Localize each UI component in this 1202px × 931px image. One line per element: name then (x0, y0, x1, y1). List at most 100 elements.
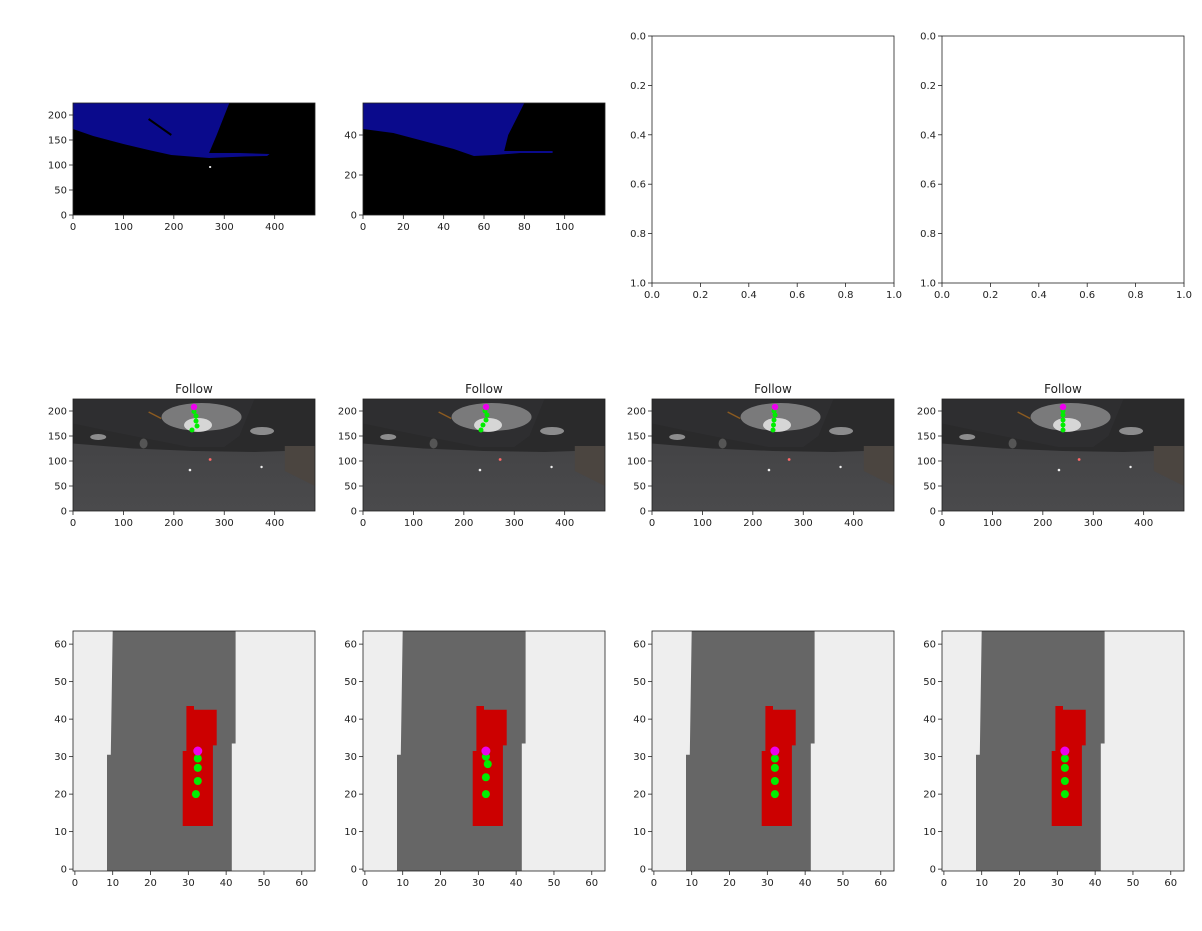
waypoint (484, 412, 490, 418)
camera-reflection (380, 434, 397, 440)
waypoint (481, 773, 490, 782)
x-tick-label: 60 (874, 878, 887, 889)
x-tick-label: 20 (397, 222, 410, 233)
x-tick-label: 0.6 (1079, 290, 1095, 301)
waypoint (1060, 422, 1066, 428)
y-tick-label: 10 (923, 827, 936, 838)
camera-street-light (188, 468, 192, 472)
y-tick-label: 20 (633, 790, 646, 801)
camera-pedestrian (429, 438, 438, 449)
current-point (770, 746, 780, 756)
panel-content (942, 631, 1184, 871)
waypoint (770, 763, 779, 772)
x-tick-label: 0.4 (1031, 290, 1047, 301)
x-tick-label: 10 (685, 878, 698, 889)
waypoint (771, 417, 777, 423)
y-tick-label: 40 (54, 715, 67, 726)
y-tick-label: 100 (48, 161, 67, 172)
x-tick-label: 100 (555, 222, 574, 233)
y-tick-label: 0.8 (630, 229, 646, 240)
camera-red-light (787, 458, 791, 461)
waypoint (1060, 427, 1066, 433)
x-tick-label: 20 (723, 878, 736, 889)
camera-reflection (1119, 427, 1144, 435)
y-tick-label: 50 (344, 482, 357, 493)
y-tick-label: 200 (917, 407, 936, 418)
waypoint (193, 413, 199, 419)
y-tick-label: 0.0 (630, 32, 646, 43)
x-tick-label: 20 (434, 878, 447, 889)
y-tick-label: 150 (338, 432, 357, 443)
y-tick-label: 0.6 (920, 180, 936, 191)
waypoint (193, 777, 202, 785)
y-tick-label: 100 (338, 457, 357, 468)
y-tick-label: 10 (344, 827, 357, 838)
x-tick-label: 40 (799, 878, 812, 889)
x-tick-label: 100 (693, 518, 712, 529)
x-tick-label: 200 (164, 518, 183, 529)
panel-camera_1: 0 100 200 300 400 0 50 100 150 200 Follow (48, 382, 316, 529)
x-tick-label: 0 (649, 518, 655, 529)
axes-frame (72, 630, 316, 872)
x-tick-label: 30 (761, 878, 774, 889)
camera-headlight-core (763, 418, 792, 432)
panel-title: Follow (465, 382, 503, 396)
y-tick-label: 50 (633, 482, 646, 493)
camera-street-light (1057, 468, 1061, 472)
x-tick-label: 10 (396, 878, 409, 889)
camera-road-marking (438, 411, 452, 420)
y-tick-label: 10 (633, 827, 646, 838)
waypoint (191, 790, 200, 799)
y-tick-label: 150 (627, 432, 646, 443)
x-tick-label: 100 (404, 518, 423, 529)
x-tick-label: 0 (70, 518, 76, 529)
panel-camera_2: 0 100 200 300 400 0 50 100 150 200 Follow (338, 382, 606, 529)
panel-content (652, 399, 894, 511)
camera-street-light (550, 465, 553, 469)
waypoint (1060, 754, 1069, 763)
x-tick-label: 400 (265, 222, 284, 233)
y-tick-label: 0 (61, 865, 67, 876)
bev-vehicle-front (1051, 706, 1086, 826)
axes-frame (72, 398, 316, 512)
panel-bev_map_2: 0 10 20 30 40 50 60 0 10 20 30 40 50 60 (344, 630, 606, 889)
x-tick-label: 30 (472, 878, 485, 889)
y-tick-label: 0 (351, 865, 357, 876)
y-tick-label: 40 (344, 131, 357, 142)
y-tick-label: 100 (917, 457, 936, 468)
waypoint (194, 423, 200, 429)
panel-title: Follow (754, 382, 792, 396)
waypoint (481, 790, 490, 799)
waypoint (193, 763, 202, 772)
y-tick-label: 20 (54, 790, 67, 801)
y-tick-label: 40 (923, 715, 936, 726)
camera-road-marking (1017, 411, 1031, 420)
x-tick-label: 20 (1013, 878, 1026, 889)
panel-empty_axes_1: 0.0 0.2 0.4 0.6 0.8 1.00.00.20.40.60.81.0 (630, 32, 902, 302)
waypoint (770, 777, 779, 785)
x-tick-label: 400 (1134, 518, 1153, 529)
x-tick-label: 200 (164, 222, 183, 233)
x-tick-label: 50 (548, 878, 561, 889)
x-tick-label: 50 (1127, 878, 1140, 889)
y-tick-label: 50 (54, 186, 67, 197)
x-tick-label: 80 (518, 222, 531, 233)
camera-pedestrian (718, 438, 727, 449)
axes-frame (362, 398, 606, 512)
camera-street-light (839, 465, 842, 469)
y-tick-label: 1.0 (920, 279, 936, 290)
y-tick-label: 0 (930, 507, 936, 518)
x-tick-label: 200 (743, 518, 762, 529)
y-tick-label: 50 (54, 482, 67, 493)
waypoint (772, 412, 778, 418)
panel-title: Follow (175, 382, 213, 396)
y-tick-label: 40 (633, 715, 646, 726)
y-tick-label: 30 (344, 752, 357, 763)
y-tick-label: 30 (923, 752, 936, 763)
camera-street-light (767, 468, 771, 472)
panel-content (942, 399, 1184, 511)
y-tick-label: 0 (61, 211, 67, 222)
panel-content (363, 399, 605, 511)
y-tick-label: 150 (48, 432, 67, 443)
camera-house-roof (1153, 446, 1184, 486)
